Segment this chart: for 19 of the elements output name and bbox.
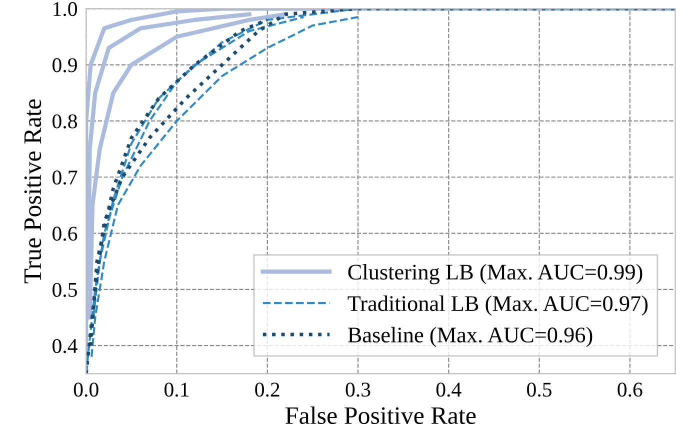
y-tick-label: 0.6 <box>52 226 78 241</box>
y-tick-label: 1.0 <box>54 2 77 16</box>
legend-label: Clustering LB (Max. AUC=0.99) <box>348 264 642 284</box>
x-tick-label: 0.0 <box>74 382 98 397</box>
y-tick-label: 0.4 <box>52 338 78 354</box>
x-axis-title: False Positive Rate <box>286 406 476 424</box>
x-tick-label: 0.5 <box>527 382 552 397</box>
x-tick-label: 0.1 <box>164 382 189 397</box>
x-tick-label: 0.2 <box>255 382 280 397</box>
y-tick-label: 0.7 <box>52 170 78 185</box>
y-tick-label: 0.9 <box>52 58 77 72</box>
y-tick-label: 0.5 <box>52 282 77 297</box>
y-tick-label: 0.8 <box>52 114 77 128</box>
legend-label: Baseline (Max. AUC=0.96) <box>348 326 592 348</box>
legend-label: Traditional LB (Max. AUC=0.97) <box>348 295 648 316</box>
x-tick-label: 0.3 <box>346 382 370 397</box>
x-tick-label: 0.6 <box>618 382 642 397</box>
y-axis-title: True Positive Rate <box>24 99 42 284</box>
x-tick-label: 0.4 <box>436 382 462 397</box>
